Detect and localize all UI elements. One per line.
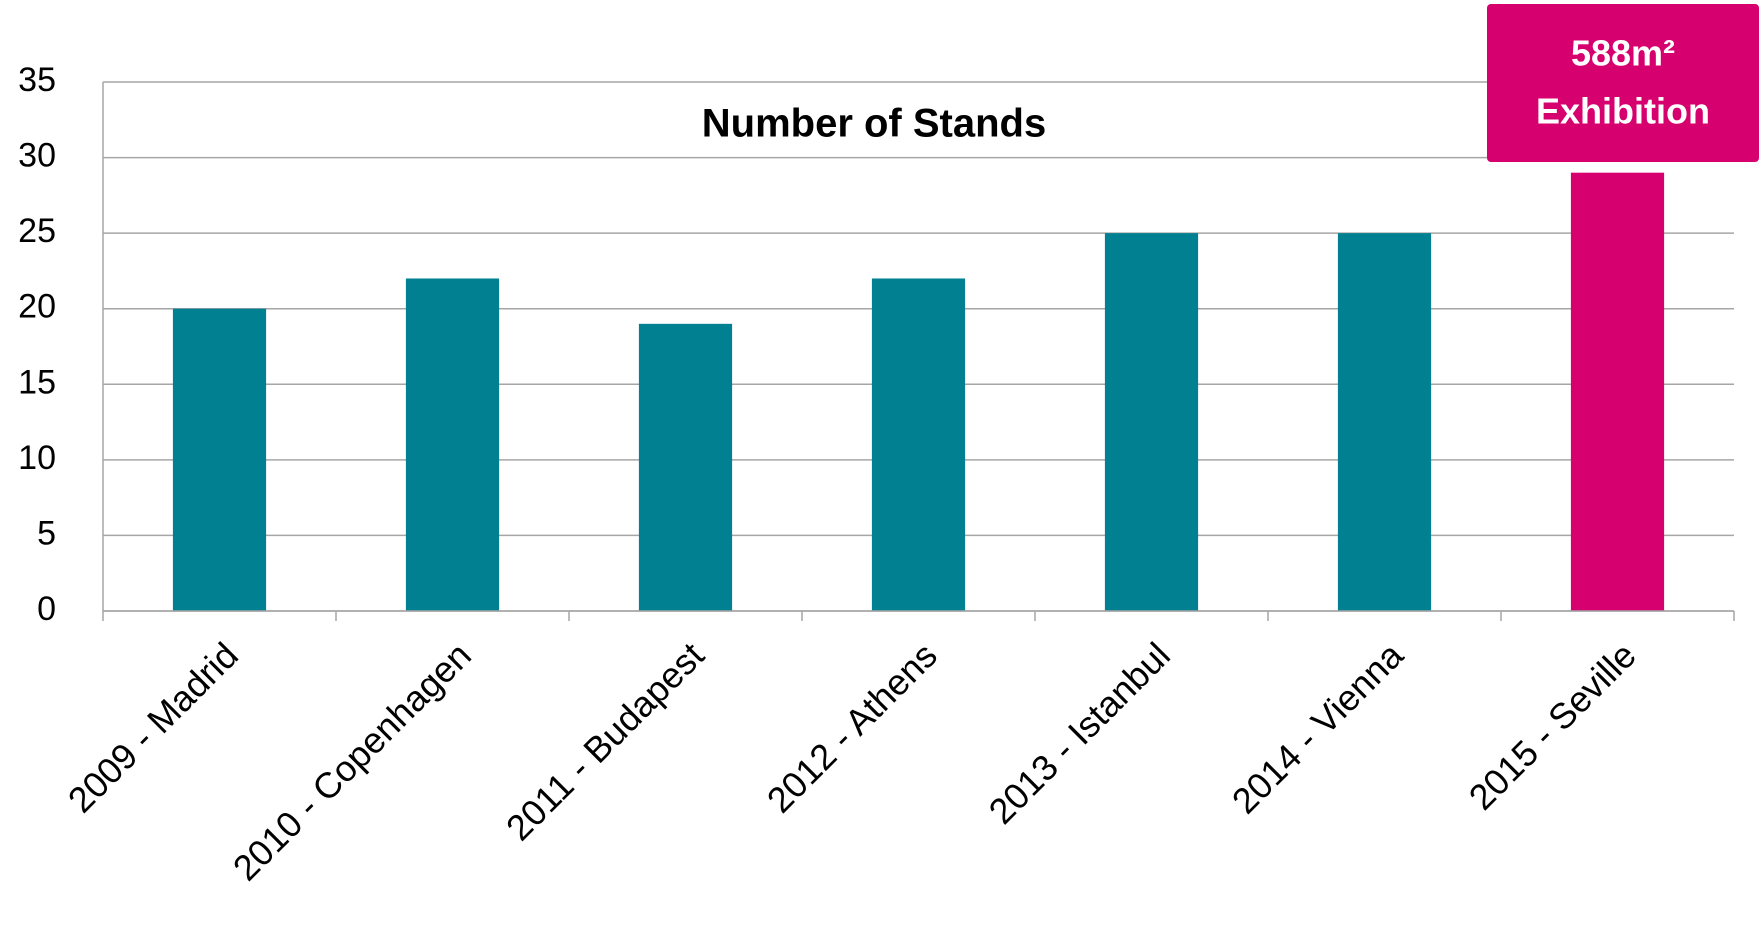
- x-tick-label: 2013 - Istanbul: [980, 634, 1177, 831]
- x-tick-label: 2015 - Seville: [1461, 634, 1644, 817]
- y-tick-label: 35: [18, 61, 56, 99]
- y-tick-label: 15: [18, 363, 56, 401]
- x-tick-label: 2011 - Budapest: [498, 634, 712, 848]
- bar: [638, 323, 733, 611]
- y-tick-label: 10: [18, 439, 56, 477]
- y-tick-label: 0: [37, 590, 56, 628]
- x-tick-label: 2014 - Vienna: [1224, 634, 1412, 822]
- y-tick-label: 30: [18, 137, 56, 175]
- chart-title: Number of Stands: [702, 102, 1046, 146]
- x-tick-label: 2009 - Madrid: [60, 634, 246, 820]
- x-tick-label: 2010 - Copenhagen: [225, 634, 479, 888]
- annotation-box: [1487, 4, 1759, 162]
- y-tick-label: 5: [37, 514, 56, 552]
- bar: [1337, 233, 1432, 611]
- bar: [871, 278, 966, 611]
- y-tick-label: 25: [18, 212, 56, 250]
- bar: [1570, 172, 1665, 611]
- bar: [1104, 233, 1199, 611]
- annotation-text: Exhibition: [1536, 91, 1710, 132]
- y-tick-label: 20: [18, 288, 56, 326]
- annotation-text: 588m²: [1571, 33, 1675, 74]
- x-tick-label: 2012 - Athens: [759, 634, 945, 820]
- bar: [172, 308, 267, 611]
- bar: [405, 278, 500, 611]
